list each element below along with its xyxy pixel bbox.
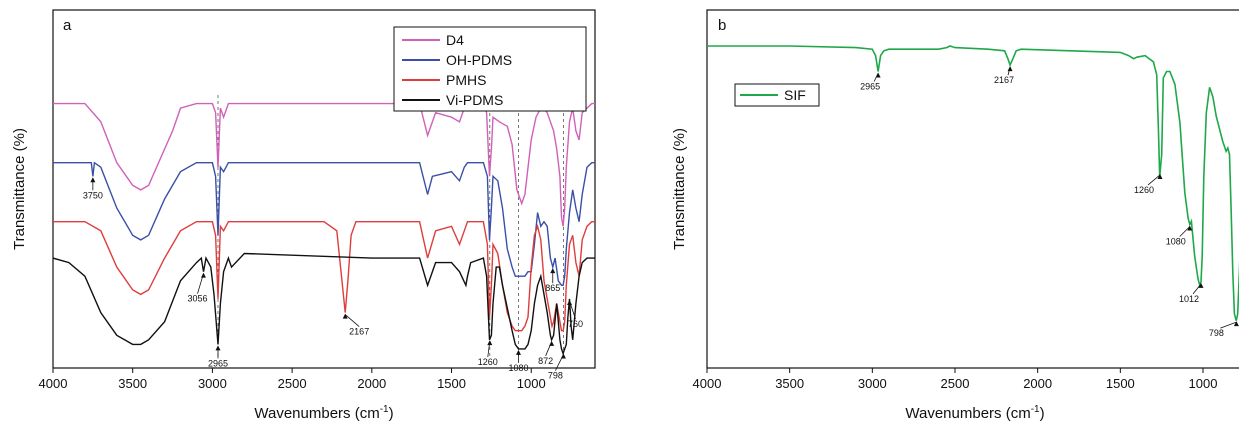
annotation-arrowhead [1157,173,1163,179]
x-tick-label: 1000 [517,376,546,391]
x-tick-label: 3500 [118,376,147,391]
panel-b-y-axis-title: Transmittance (%) [671,128,688,250]
series-line-pmhs [53,220,595,332]
x-tick-label: 2000 [1023,376,1052,391]
panel-a-plot-frame [52,9,596,369]
annotation-arrowhead [875,72,881,78]
legend-entry: OH-PDMS [446,52,512,68]
annotation-label: 798 [548,371,563,381]
x-tick-label: 1000 [1189,376,1218,391]
annotation-arrowhead [550,268,556,274]
panel-b-label: b [718,17,726,34]
series-line-vi-pdms [53,252,595,356]
annotation-arrowhead [1198,282,1204,288]
annotation-arrowhead [90,177,96,183]
annotation-label: 2965 [208,358,228,368]
annotation-label: 798 [1209,328,1224,338]
x-tick-label: 4000 [693,376,722,391]
series-line-d4 [53,102,595,227]
panel-b-x-ticks: 4000 3500 3000 2500 2000 1500 1000 [693,368,1218,391]
panel-a: a 3750 3056 2965 2167 1260 1080 865 872 798 760 4… [11,9,596,422]
annotation-arrowhead [566,299,572,305]
annotation-arrowhead [1187,225,1193,231]
panel-a-x-axis-title: Wavenumbers (cm-1) [254,404,393,422]
panel-a-y-axis-title: Transmittance (%) [11,128,28,250]
legend-entry: Vi-PDMS [446,92,503,108]
annotation-arrow [1220,321,1237,329]
panel-a-label: a [63,17,72,34]
panel-b-x-axis-title: Wavenumbers (cm-1) [905,404,1044,422]
x-tick-label: 1500 [1106,376,1135,391]
series-line-oh-pdms [53,161,595,286]
x-tick-label: 2000 [357,376,386,391]
annotation-label: 2965 [860,82,880,92]
x-tick-label: 3000 [858,376,887,391]
annotation-arrow [1147,174,1161,186]
panel-b-annotations: 2965 2167 1260 1080 1012 798 [860,66,1239,338]
annotation-label: 3056 [187,294,207,304]
annotation-label: 1012 [1179,294,1199,304]
annotation-label: 2167 [994,75,1014,85]
panel-b-plot-frame [706,9,1239,369]
series-line-sif [707,45,1239,321]
annotation-label: 1080 [508,363,528,373]
legend-entry: D4 [446,32,464,48]
annotation-arrowhead [215,345,221,351]
annotation-label: 1260 [478,357,498,367]
annotation-label: 872 [538,356,553,366]
panel-a-guide-lines [217,95,564,358]
annotation-arrowhead [200,272,206,278]
annotation-arrow [1179,226,1191,237]
panel-a-series [53,102,595,356]
x-tick-label: 1500 [437,376,466,391]
annotation-label: 3750 [83,190,103,200]
x-tick-label: 3000 [198,376,227,391]
annotation-arrowhead [560,353,566,359]
annotation-label: 2167 [349,327,369,337]
panel-b-legend: SIF [734,83,820,107]
panel-b: b 2965 2167 1260 1080 1012 798 4000 3500 3000 25… [671,9,1239,422]
annotation-arrowhead [487,340,493,346]
panel-b-series [707,45,1239,321]
x-tick-label: 2500 [941,376,970,391]
annotation-arrowhead [342,313,348,319]
panel-a-annotations: 3750 3056 2965 2167 1260 1080 865 872 798 760 [83,177,583,381]
annotation-label: 865 [545,283,560,293]
annotation-arrowhead [1233,321,1239,327]
x-tick-label: 2500 [278,376,307,391]
x-tick-label: 3500 [775,376,804,391]
annotation-arrowhead [515,349,521,355]
annotation-label: 760 [568,319,583,329]
annotation-arrow [1192,283,1202,295]
panel-a-legend: D4 OH-PDMS PMHS Vi-PDMS [393,26,587,112]
annotation-arrowhead [1007,66,1013,72]
annotation-arrowhead [549,340,555,346]
panel-a-x-ticks: 4000 3500 3000 2500 2000 1500 1000 [39,368,546,391]
annotation-arrow [344,314,360,327]
annotation-label: 1080 [1166,237,1186,247]
legend-entry: PMHS [446,72,486,88]
x-tick-label: 4000 [39,376,68,391]
annotation-label: 1260 [1134,185,1154,195]
legend-entry: SIF [784,87,806,103]
